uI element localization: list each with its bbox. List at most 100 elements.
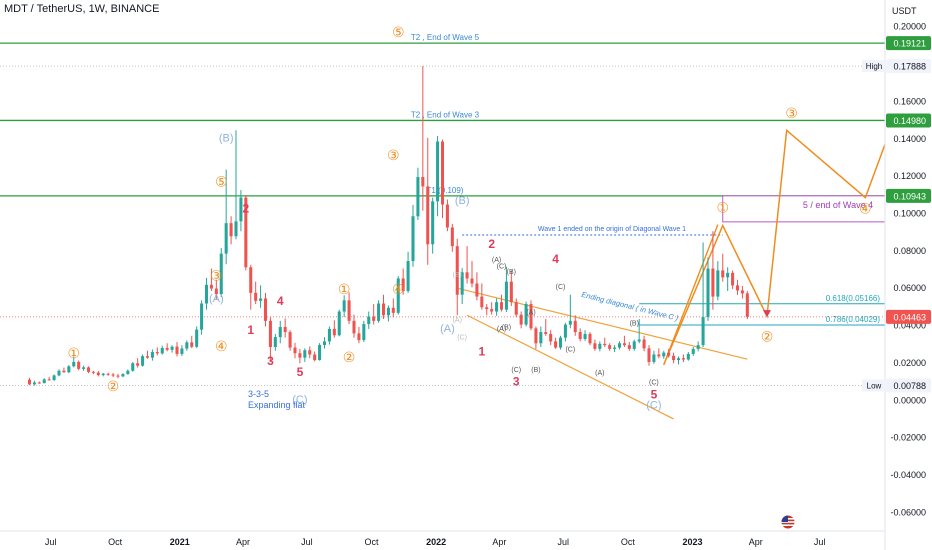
- candle-body: [72, 361, 76, 367]
- wave-label: ①: [67, 345, 80, 361]
- y-tick-label: 0.20000: [893, 22, 926, 32]
- wave-label: (C): [646, 400, 661, 412]
- wave-label: (A): [492, 257, 501, 264]
- candle-body: [632, 341, 636, 349]
- candle-body: [209, 284, 213, 289]
- candle-body: [455, 246, 459, 295]
- candle-body: [126, 370, 130, 375]
- wave-label: (B): [630, 321, 639, 328]
- candle-body: [273, 337, 277, 348]
- candle-body: [568, 320, 572, 325]
- candle-body: [667, 352, 671, 356]
- candle-body: [558, 337, 563, 348]
- candle-body: [283, 327, 287, 333]
- candle-body: [67, 366, 71, 373]
- candle-body: [534, 328, 538, 344]
- candle-body: [672, 355, 676, 361]
- candle-body: [52, 375, 56, 381]
- candle-body: [195, 329, 199, 347]
- wave-label: ①: [716, 200, 729, 216]
- price-tag: 0.19121: [893, 39, 926, 49]
- price-tag-bg: [886, 309, 931, 324]
- y-tick-label: 0.14000: [893, 134, 926, 144]
- candle-body: [386, 307, 390, 316]
- wave-label: ③: [210, 268, 223, 284]
- candle-body: [224, 223, 228, 254]
- candle-body: [57, 370, 61, 376]
- candle-body: [249, 267, 253, 293]
- x-tick-label: Apr: [749, 537, 763, 547]
- wave-label: (C): [511, 367, 521, 374]
- wave-label: (B): [219, 133, 234, 145]
- candle-body: [327, 328, 331, 342]
- candle-body: [549, 333, 553, 342]
- candle-body: [485, 307, 489, 310]
- wave-label: (C): [457, 335, 467, 342]
- wave-label: (B): [531, 367, 540, 374]
- wave-label: (A): [453, 317, 462, 324]
- y-tick-label: 0.06000: [893, 283, 926, 293]
- target-line-label: T2 , End of Wave 3: [411, 110, 480, 119]
- candle-body: [396, 278, 400, 313]
- candle-body: [121, 374, 125, 377]
- candle-body: [627, 345, 631, 349]
- chart-title: MDT / TetherUS, 1W, BINANCE: [4, 3, 160, 15]
- candle-body: [141, 356, 145, 366]
- candle-body: [681, 358, 685, 360]
- candle-body: [190, 342, 194, 347]
- candle-body: [411, 216, 415, 262]
- candle-body: [352, 320, 356, 334]
- us-flag-icon[interactable]: [779, 515, 797, 529]
- candle-body: [377, 303, 381, 321]
- candle-body: [696, 345, 700, 349]
- wave-label: ⑤: [215, 173, 228, 189]
- candle-body: [745, 293, 749, 317]
- x-tick-label: Jul: [301, 537, 313, 547]
- wave-label: ③: [785, 105, 798, 121]
- candle-body: [519, 314, 523, 325]
- price-tag-bg: [886, 188, 931, 203]
- ending-diagonal-line: [466, 314, 674, 420]
- candle-body: [563, 324, 567, 338]
- fib-level-label: 0.618(0.05166): [826, 294, 881, 303]
- price-tag: 0.04463: [893, 312, 926, 322]
- candle-body: [263, 298, 268, 321]
- candle-body: [588, 333, 592, 344]
- candle-body: [42, 379, 46, 384]
- candle-body: [499, 302, 504, 310]
- candle-body: [106, 373, 110, 375]
- candle-body: [155, 352, 159, 354]
- candle-body: [150, 352, 154, 358]
- candle-body: [32, 382, 36, 385]
- ending-diagonal-label: Ending diagonal ( in Wave C ): [581, 290, 680, 323]
- wave-label: 5: [297, 365, 304, 379]
- wave-label: 3: [513, 374, 520, 388]
- candle-body: [436, 141, 440, 202]
- candle-body: [583, 333, 587, 339]
- price-scale-unit: USDT: [892, 6, 917, 16]
- candle-body: [735, 285, 740, 291]
- candle-body: [313, 354, 317, 361]
- wave-label: (C): [497, 264, 507, 271]
- candle-body: [62, 370, 66, 373]
- wave-label: 4: [277, 294, 284, 308]
- candle-body: [347, 300, 351, 321]
- candle-body: [234, 221, 238, 237]
- candle-body: [608, 345, 612, 349]
- diagonal-origin-note: Wave 1 ended on the origin of Diagonal W…: [538, 226, 686, 233]
- candle-body: [726, 272, 730, 278]
- wave-label: (A): [497, 326, 506, 333]
- price-tag: 0.00788: [893, 381, 926, 391]
- y-tick-label: 0.00000: [893, 395, 926, 405]
- candle-body: [504, 281, 508, 310]
- candle-body: [111, 374, 115, 376]
- wave-label: (C): [565, 347, 575, 354]
- x-tick-label: 2021: [170, 537, 190, 547]
- wave-label: (B): [502, 324, 511, 331]
- candle-body: [332, 328, 336, 336]
- wave-projection-line: [663, 128, 886, 366]
- wave-label: 3: [267, 354, 274, 368]
- candle-body: [268, 320, 272, 348]
- price-tag: 0.14980: [893, 116, 926, 126]
